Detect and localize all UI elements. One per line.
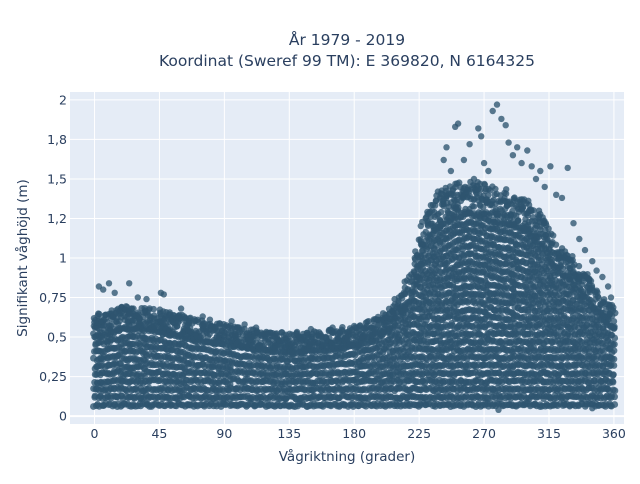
scatter-point — [528, 208, 534, 214]
scatter-point — [503, 191, 509, 197]
scatter-point — [540, 214, 546, 220]
scatter-point — [151, 306, 157, 312]
scatter-point — [553, 242, 559, 248]
scatter-point — [515, 218, 521, 224]
scatter-point — [471, 203, 477, 209]
scatter-point — [438, 209, 444, 215]
scatter-point — [550, 232, 556, 238]
scatter-point — [339, 324, 345, 330]
